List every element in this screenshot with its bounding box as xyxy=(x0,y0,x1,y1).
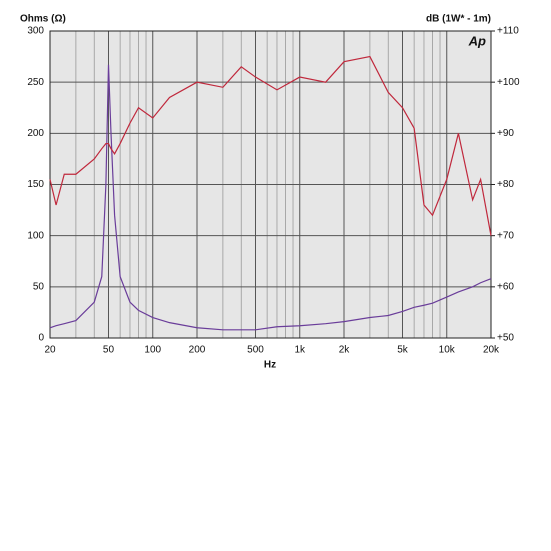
y2-tick-label: +100 xyxy=(497,77,520,88)
x-tick-label: 20k xyxy=(483,345,500,356)
y-tick-label: 100 xyxy=(27,230,44,241)
y2-tick-label: +80 xyxy=(497,179,514,190)
y2-axis-label: dB (1W* - 1m) xyxy=(426,14,491,25)
x-tick-label: 2k xyxy=(339,345,351,356)
logo: Ap xyxy=(468,33,486,48)
y-tick-label: 150 xyxy=(27,179,44,190)
x-tick-label: 50 xyxy=(103,345,115,356)
plot-frame xyxy=(49,30,492,339)
x-tick-label: 100 xyxy=(144,345,161,356)
y-axis-label: Ohms (Ω) xyxy=(20,14,66,25)
x-tick-label: 500 xyxy=(247,345,264,356)
x-tick-label: 10k xyxy=(439,345,456,356)
y-tick-label: 0 xyxy=(38,333,44,344)
x-tick-label: 1k xyxy=(294,345,306,356)
x-tick-label: 20 xyxy=(44,345,56,356)
y-tick-label: 50 xyxy=(33,281,45,292)
series-line xyxy=(49,64,492,331)
x-tick-label: 200 xyxy=(189,345,206,356)
y2-tick-label: +50 xyxy=(497,333,514,344)
x-axis-label: Hz xyxy=(264,360,276,371)
y2-tick-label: +110 xyxy=(497,26,519,37)
series-line xyxy=(49,55,492,236)
x-tick-label: 5k xyxy=(397,345,409,356)
y-tick-label: 250 xyxy=(27,77,44,88)
y2-tick-label: +90 xyxy=(497,128,514,139)
y2-tick-label: +60 xyxy=(497,281,514,292)
y-tick-label: 300 xyxy=(27,26,44,37)
y-tick-label: 200 xyxy=(27,128,44,139)
y2-tick-label: +70 xyxy=(497,230,514,241)
